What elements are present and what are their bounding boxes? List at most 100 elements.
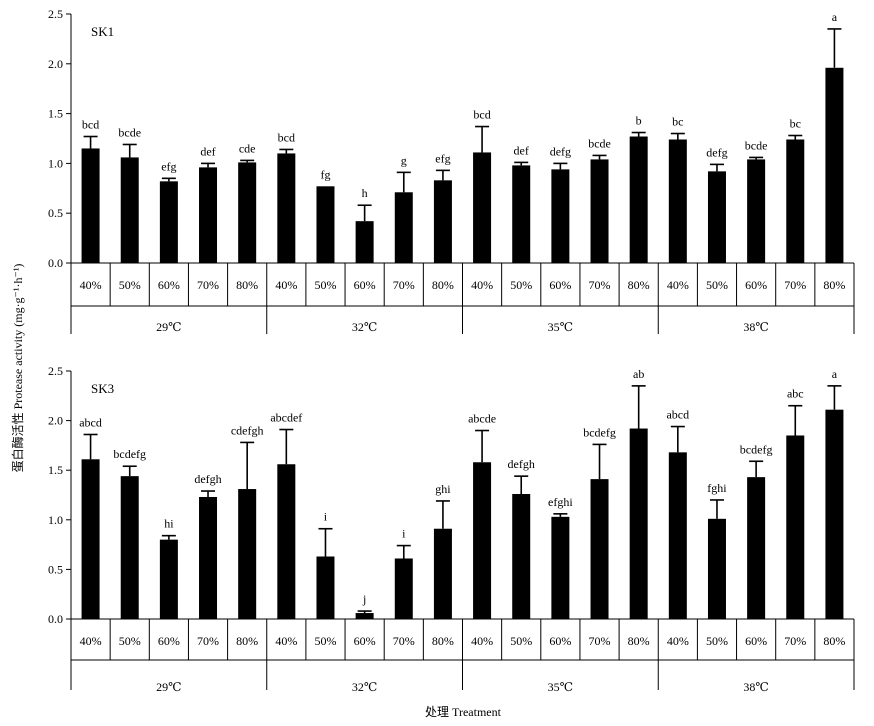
y-axis-title: 蛋白酶活性 Protease activity (mg·g⁻¹·h⁻¹): [10, 264, 25, 473]
significance-label: defg: [550, 144, 571, 158]
significance-label: i: [324, 510, 328, 524]
significance-label: hi: [164, 517, 174, 531]
bar: [316, 556, 335, 619]
category-label: 50%: [510, 634, 532, 648]
category-label: 50%: [706, 634, 728, 648]
bar: [747, 159, 766, 263]
significance-label: abcd: [666, 408, 689, 422]
category-label: 70%: [393, 634, 415, 648]
bar: [433, 180, 452, 263]
category-label: 60%: [549, 278, 571, 292]
category-label: 40%: [275, 278, 297, 292]
bar: [825, 67, 844, 263]
significance-label: a: [832, 367, 838, 381]
bar: [355, 613, 374, 619]
category-label: 40%: [471, 278, 493, 292]
category-label: 50%: [510, 278, 532, 292]
bar: [394, 558, 413, 619]
category-label: 80%: [432, 278, 454, 292]
category-label: 60%: [745, 278, 767, 292]
y-tick-label: 0.5: [48, 206, 63, 220]
significance-label: a: [832, 10, 838, 24]
significance-label: bcd: [278, 130, 295, 144]
bar: [355, 221, 374, 263]
category-label: 80%: [628, 634, 650, 648]
category-label: 40%: [275, 634, 297, 648]
significance-label: bcde: [745, 138, 768, 152]
y-tick-label: 2.0: [48, 414, 63, 428]
significance-label: bcde: [588, 136, 611, 150]
category-label: 50%: [314, 634, 336, 648]
bar: [629, 136, 648, 263]
y-tick-label: 2.5: [48, 7, 63, 21]
significance-label: cdefgh: [231, 423, 264, 437]
y-tick-label: 0.5: [48, 562, 63, 576]
category-label: 70%: [784, 634, 806, 648]
y-tick-label: 1.0: [48, 156, 63, 170]
significance-label: efg: [161, 159, 176, 173]
chart-panel-sk1: 0.0 0.5 1.0 1.5 2.0 2.5 SK1 bcd 40% bcde 50% efg 60%…: [48, 7, 855, 334]
category-label: 80%: [823, 278, 845, 292]
category-label: 80%: [823, 634, 845, 648]
bar: [238, 162, 257, 263]
category-label: 70%: [589, 278, 611, 292]
bar: [394, 192, 413, 263]
category-label: 60%: [158, 278, 180, 292]
bar: [433, 528, 452, 619]
significance-label: bcdefg: [583, 425, 616, 439]
significance-label: defgh: [508, 457, 535, 471]
bar: [81, 148, 100, 263]
category-label: 40%: [80, 634, 102, 648]
category-label: 40%: [667, 634, 689, 648]
group-label: 35℃: [548, 320, 573, 334]
significance-label: fg: [320, 167, 330, 181]
significance-label: bcdefg: [113, 447, 146, 461]
significance-label: bc: [790, 117, 801, 131]
category-label: 60%: [354, 634, 376, 648]
category-label: 50%: [706, 278, 728, 292]
category-label: 70%: [393, 278, 415, 292]
significance-label: abcdef: [270, 411, 302, 425]
category-label: 70%: [197, 634, 219, 648]
bar: [668, 452, 687, 619]
bar: [786, 435, 805, 619]
panel-label: SK1: [91, 24, 114, 39]
bar: [825, 409, 844, 619]
significance-label: cde: [239, 141, 256, 155]
category-label: 70%: [197, 278, 219, 292]
category-label: 70%: [589, 634, 611, 648]
bar: [747, 477, 766, 619]
y-tick-label: 1.5: [48, 463, 63, 477]
bar: [590, 479, 609, 619]
significance-label: ab: [633, 367, 644, 381]
bar: [668, 139, 687, 263]
group-label: 29℃: [156, 680, 181, 694]
y-tick-label: 1.0: [48, 513, 63, 527]
panel-label: SK3: [91, 381, 114, 396]
significance-label: defgh: [194, 472, 221, 486]
bar: [199, 167, 218, 263]
category-label: 80%: [236, 278, 258, 292]
bar: [277, 153, 296, 263]
category-label: 60%: [745, 634, 767, 648]
y-tick-label: 0.0: [48, 256, 63, 270]
category-label: 40%: [667, 278, 689, 292]
group-label: 32℃: [352, 680, 377, 694]
significance-label: def: [514, 143, 529, 157]
category-label: 70%: [784, 278, 806, 292]
y-tick-label: 2.0: [48, 57, 63, 71]
bar: [551, 516, 570, 619]
x-axis-title: 处理 Treatment: [425, 705, 502, 719]
significance-label: abcd: [79, 415, 102, 429]
bar: [238, 489, 257, 619]
category-label: 80%: [432, 634, 454, 648]
y-tick-label: 1.5: [48, 107, 63, 121]
significance-label: bcd: [473, 108, 490, 122]
group-label: 35℃: [548, 680, 573, 694]
group-label: 38℃: [743, 680, 768, 694]
y-tick-label: 0.0: [48, 612, 63, 626]
significance-label: defg: [706, 145, 727, 159]
significance-label: efghi: [548, 495, 573, 509]
significance-label: abc: [787, 387, 804, 401]
